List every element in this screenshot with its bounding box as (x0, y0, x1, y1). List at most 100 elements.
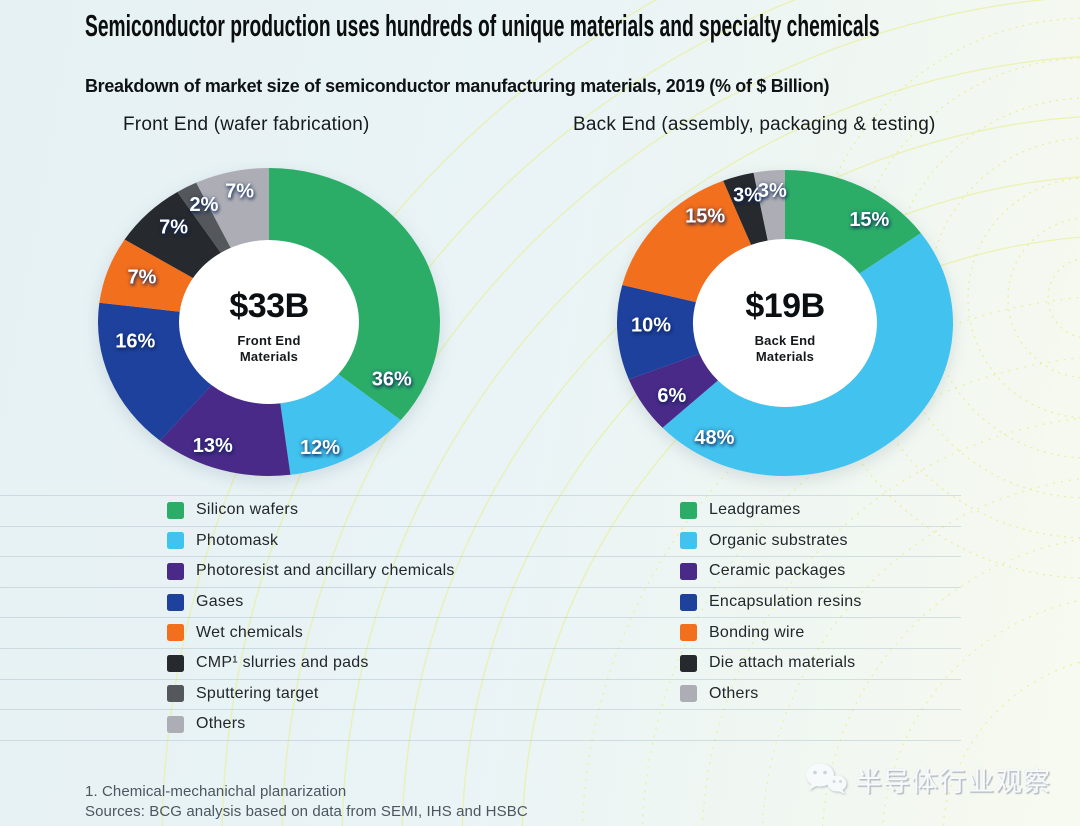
legend-item-cmp-slurries-and-pads: CMP¹ slurries and pads (167, 648, 455, 679)
legend-label: Photoresist and ancillary chemicals (196, 562, 455, 580)
back-end-total-value: $19B (745, 287, 825, 325)
legend-item-encapsulation-resins: Encapsulation resins (680, 587, 862, 618)
page-subtitle: Breakdown of market size of semiconducto… (85, 75, 830, 96)
legend-label: Leadgrames (709, 501, 801, 519)
separator-line (0, 678, 961, 680)
segment-value-leadgrames: 15% (849, 209, 889, 231)
legend-item-photomask: Photomask (167, 526, 455, 557)
legend-item-others: Others (167, 709, 455, 740)
page-title: Semiconductor production uses hundreds o… (85, 8, 880, 43)
legend-swatch-others (167, 715, 184, 733)
legend-swatch-bonding-wire (680, 624, 697, 642)
segment-sputtering-target (177, 182, 231, 253)
legend-label: Gases (196, 593, 244, 611)
legend-item-wet-chemicals: Wet chemicals (167, 617, 455, 648)
segment-bonding-wire (622, 180, 752, 303)
legend-label: Sputtering target (196, 684, 319, 702)
legend-item-sputtering-target: Sputtering target (167, 679, 455, 710)
front-end-donut: 36%12%13%16%7%7%2%7% (98, 168, 440, 477)
segment-die-attach-materials (723, 172, 768, 245)
legend-label: Silicon wafers (196, 501, 299, 519)
segment-wet-chemicals (99, 239, 194, 312)
legend-swatch-leadgrames (680, 501, 697, 519)
front-end-center-sub: Front End Materials (237, 333, 300, 364)
legend-swatch-sputtering-target (167, 685, 184, 703)
segment-others (753, 170, 785, 241)
front-end-center-line1: Front End (237, 333, 301, 348)
separator-line (0, 525, 961, 527)
segment-value-silicon-wafers: 36% (372, 368, 412, 390)
segment-photoresist-and-ancillary-chemicals (160, 385, 291, 477)
segment-value-others: 7% (225, 180, 254, 202)
legend-swatch-photomask (167, 532, 184, 550)
legend-label: Ceramic packages (709, 562, 846, 580)
legend-item-bonding-wire: Bonding wire (680, 617, 862, 648)
segment-value-cmp-slurries-and-pads: 7% (159, 217, 188, 239)
legend-swatch-organic-substrates (680, 532, 697, 550)
segment-others (196, 168, 269, 248)
back-end-center-line2: Materials (755, 348, 815, 364)
front-end-chart-title: Front End (wafer fabrication) (123, 114, 370, 135)
legend-label: Others (196, 715, 246, 733)
legend-item-silicon-wafers: Silicon wafers (167, 495, 455, 526)
legend-swatch-die-attach-materials (680, 654, 697, 672)
back-end-donut: 15% 48% 6% 10% 15% 3%3% (617, 170, 954, 477)
segment-value-ceramic-packages: 6% (657, 385, 686, 407)
separator-line (0, 586, 961, 588)
segment-value-sputtering-target: 2% (190, 194, 219, 216)
segment-value-photoresist-and-ancillary-chemicals: 13% (193, 435, 233, 457)
separator-line (0, 739, 961, 741)
segment-value-wet-chemicals: 7% (128, 266, 157, 288)
segment-value-encapsulation-resins: 10% (631, 315, 671, 337)
segment-ceramic-packages (628, 353, 718, 428)
legend-label: Encapsulation resins (709, 593, 862, 611)
legend-label: Others (709, 684, 759, 702)
footnotes: 1. Chemical-mechanichal planarization So… (85, 782, 528, 821)
segment-encapsulation-resins (617, 284, 700, 380)
legend-swatch-ceramic-packages (680, 562, 697, 580)
separator-line (0, 556, 961, 558)
back-end-center-sub: Back End Materials (755, 333, 816, 364)
legend-label: Wet chemicals (196, 623, 303, 641)
segment-value-gases: 16% (115, 331, 155, 353)
segment-value-organic-substrates: 48% (694, 427, 734, 449)
legend-item-leadgrames: Leadgrames (680, 495, 862, 526)
legend-swatch-cmp-slurries-and-pads (167, 654, 184, 672)
legend-item-gases: Gases (167, 587, 455, 618)
legend-label: Bonding wire (709, 623, 805, 641)
front-end-center-label: $33B Front End Materials (159, 287, 379, 364)
separator-line (0, 495, 961, 496)
segment-organic-substrates (662, 233, 954, 477)
legend-item-photoresist-and-ancillary-chemicals: Photoresist and ancillary chemicals (167, 556, 455, 587)
front-end-center-line2: Materials (239, 348, 299, 364)
back-end-center-label: $19B Back End Materials (675, 287, 895, 364)
legend-swatch-encapsulation-resins (680, 593, 697, 611)
legend-label: Organic substrates (709, 531, 848, 549)
back-end-chart-title: Back End (assembly, packaging & testing) (573, 114, 936, 135)
legend-swatch-silicon-wafers (167, 501, 184, 519)
legend-label: Photomask (196, 531, 279, 549)
legend-label: CMP¹ slurries and pads (196, 654, 369, 672)
segment-value-photomask: 12% (300, 437, 340, 459)
segment-leadgrames (785, 170, 921, 274)
separator-line (0, 617, 961, 619)
legend-item-organic-substrates: Organic substrates (680, 526, 862, 557)
back-end-legend: Leadgrames Organic substrates Ceramic pack… (680, 495, 862, 709)
legend-swatch-photoresist-and-ancillary-chemicals (167, 562, 184, 580)
separator-line (0, 709, 961, 711)
segment-cmp-slurries-and-pads (124, 191, 221, 279)
segment-value-die-attach-materials: 3% (733, 185, 762, 207)
back-end-center-line1: Back End (754, 333, 816, 348)
front-end-legend: Silicon wafers Photomask Photoresist and a… (167, 495, 455, 740)
legend-swatch-gases (167, 593, 184, 611)
legend-item-die-attach-materials: Die attach materials (680, 648, 862, 679)
legend-swatch-wet-chemicals (167, 624, 184, 642)
segment-value-others: 3% (758, 180, 787, 202)
sources-line: Sources: BCG analysis based on data from… (85, 802, 528, 820)
segment-value-bonding-wire: 15% (685, 206, 725, 228)
front-end-total-value: $33B (229, 287, 309, 325)
segment-gases (98, 302, 212, 441)
legend-label: Die attach materials (709, 654, 856, 672)
